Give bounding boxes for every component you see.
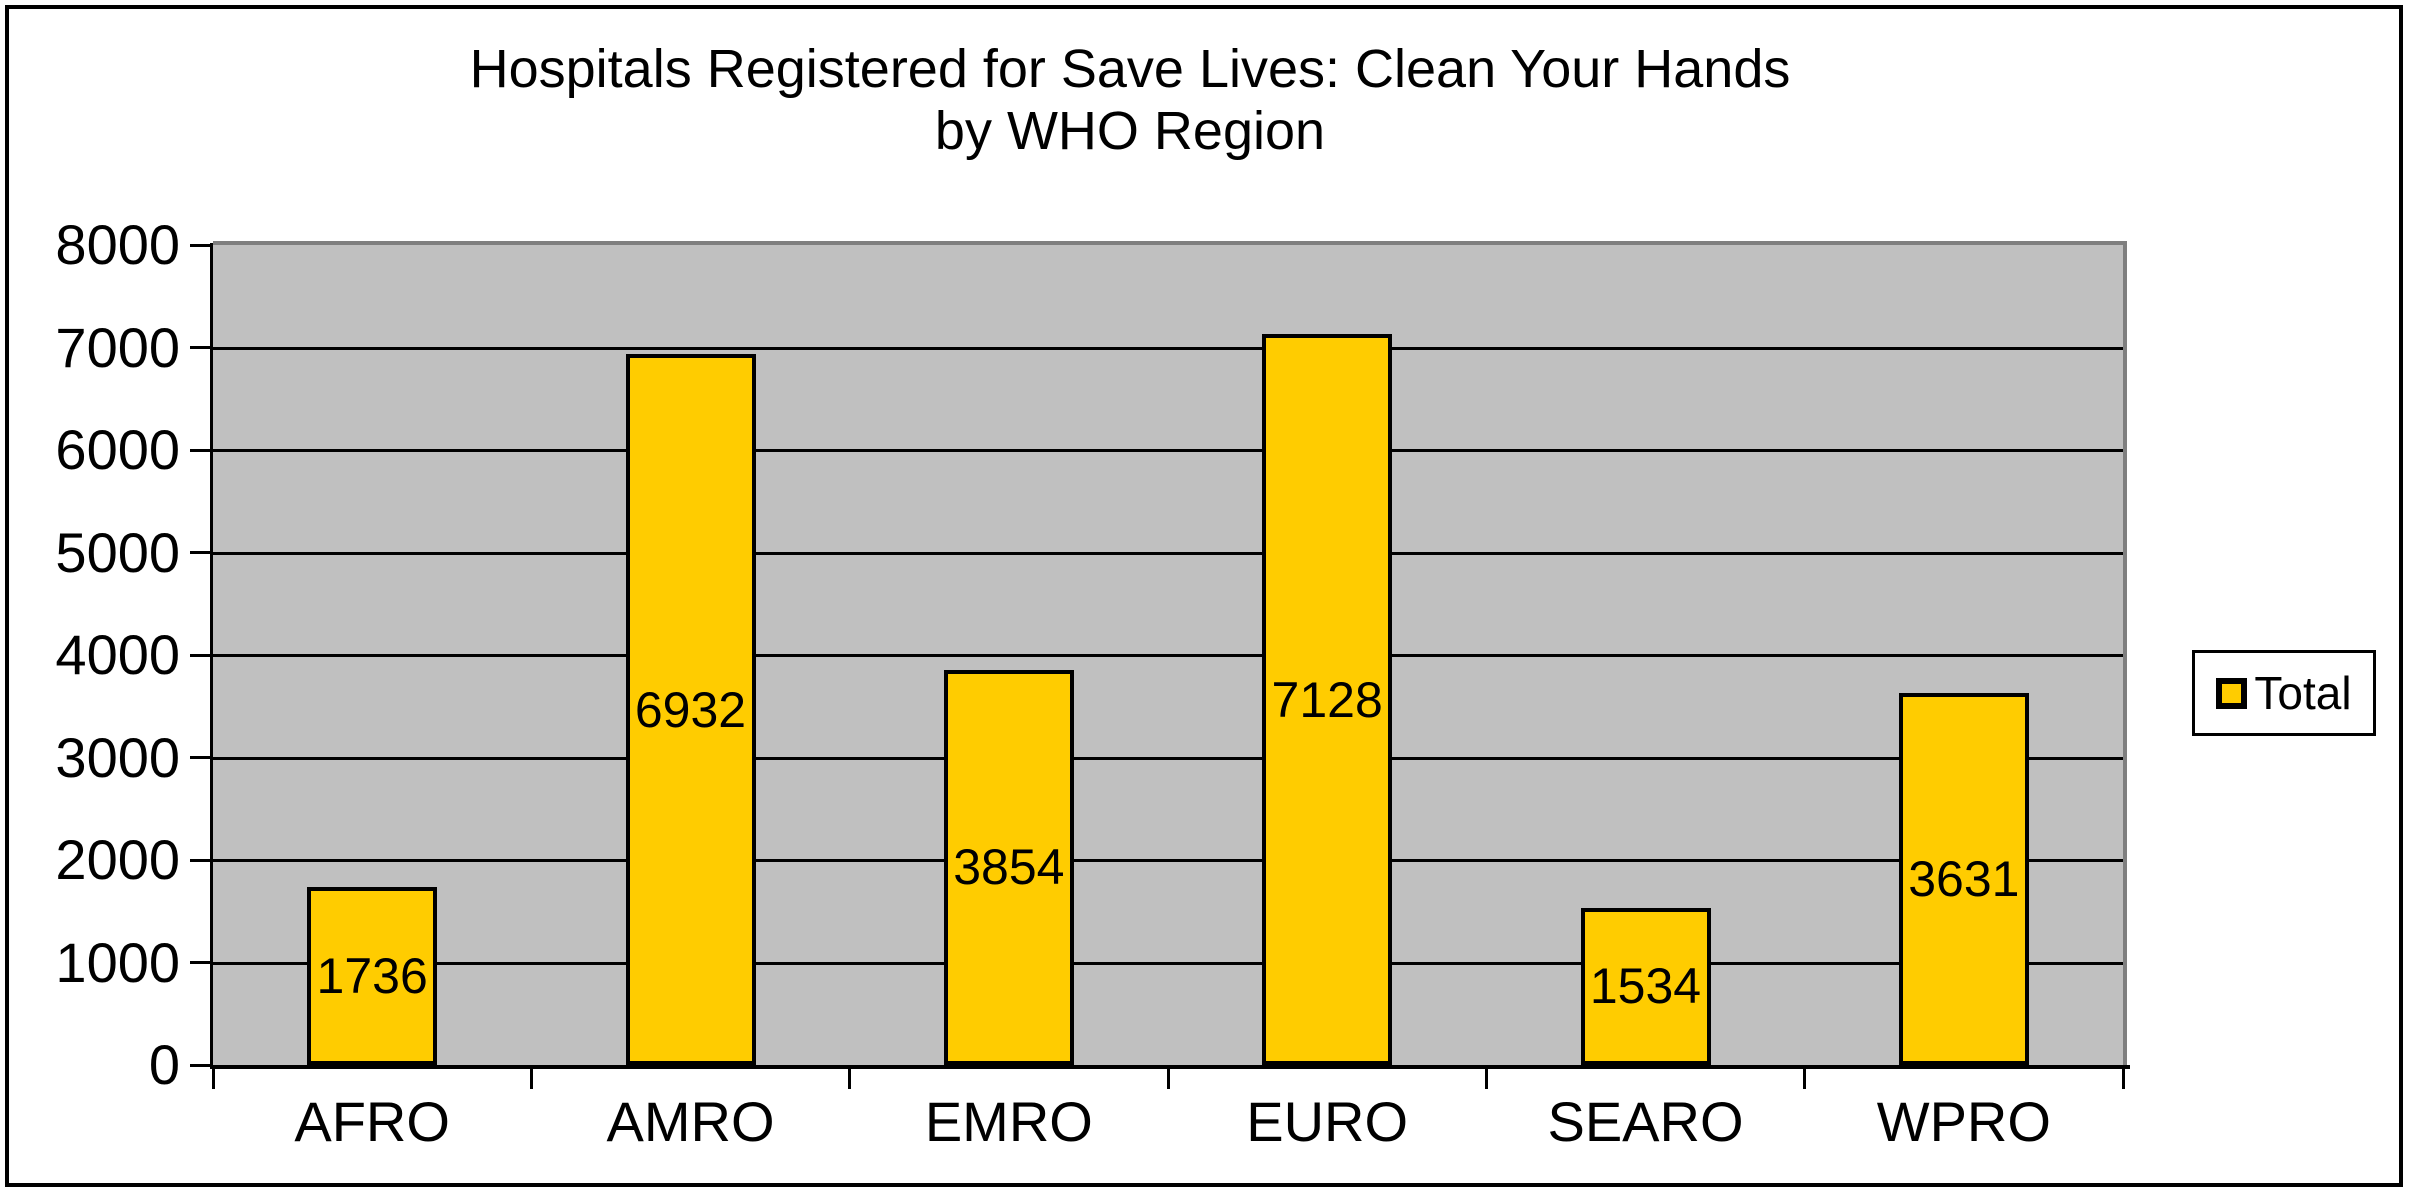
x-axis-label-searo: SEARO <box>1547 1090 1744 1153</box>
y-axis-tick-7000 <box>190 346 213 349</box>
chart-title: Hospitals Registered for Save Lives: Cle… <box>430 38 1830 162</box>
bar-euro: 7128 <box>1262 334 1393 1065</box>
x-axis-tick-5 <box>1803 1065 1807 1089</box>
y-axis-label-8000: 8000 <box>55 213 180 276</box>
gridline-1000 <box>213 961 2123 965</box>
x-axis-line <box>210 1065 2130 1069</box>
data-label-emro: 3854 <box>953 839 1065 896</box>
bar-afro: 1736 <box>307 887 438 1065</box>
y-axis-label-4000: 4000 <box>55 623 180 686</box>
gridline-4000 <box>213 654 2123 657</box>
data-label-wpro: 3631 <box>1908 850 2020 907</box>
y-axis-tick-3000 <box>190 756 213 759</box>
gridline-5000 <box>213 551 2123 555</box>
y-axis-label-3000: 3000 <box>55 725 180 789</box>
bar-emro: 3854 <box>943 669 1074 1065</box>
chart-outer-border <box>5 5 2403 1187</box>
data-label-euro: 7128 <box>1271 671 1383 728</box>
bar-searo: 1534 <box>1580 907 1711 1065</box>
plot-area: 1736 6932 3854 7128 1534 3631 <box>213 241 2127 1065</box>
gridline-6000 <box>213 449 2123 452</box>
x-axis-label-euro: EURO <box>1246 1090 1409 1153</box>
gridline-7000 <box>213 346 2123 350</box>
x-axis-label-emro: EMRO <box>924 1090 1093 1153</box>
gridline-3000 <box>213 756 2123 760</box>
x-axis-tick-4 <box>1484 1065 1488 1089</box>
x-axis-tick-6 <box>2121 1065 2125 1089</box>
y-axis-label-0: 0 <box>148 1033 180 1096</box>
y-axis-tick-1000 <box>190 961 213 964</box>
y-axis-tick-4000 <box>190 653 213 657</box>
data-label-amro: 6932 <box>634 681 747 738</box>
chart-title-line-2: by WHO Region <box>934 101 1326 161</box>
chart-title-line-1: Hospitals Registered for Save Lives: Cle… <box>469 39 1791 99</box>
data-label-searo: 1534 <box>1589 958 1702 1015</box>
legend-label: Total <box>2254 667 2352 719</box>
y-axis-tick-2000 <box>190 858 213 862</box>
y-axis-label-6000: 6000 <box>55 418 180 481</box>
bar-amro: 6932 <box>625 354 756 1065</box>
x-axis-tick-3 <box>1166 1065 1170 1089</box>
x-axis-label-amro: AMRO <box>606 1090 775 1153</box>
x-axis-tick-2 <box>848 1065 852 1089</box>
y-axis-tick-0 <box>190 1063 213 1067</box>
y-axis-label-7000: 7000 <box>55 315 180 379</box>
x-axis-tick-0 <box>211 1065 215 1089</box>
y-axis-tick-8000 <box>190 243 213 247</box>
gridline-2000 <box>213 859 2123 862</box>
bar-wpro: 3631 <box>1898 692 2029 1065</box>
x-axis-tick-1 <box>529 1065 533 1089</box>
y-axis-tick-5000 <box>190 551 213 554</box>
legend-swatch-icon <box>2216 677 2248 709</box>
data-label-afro: 1736 <box>316 948 428 1005</box>
x-axis-label-wpro: WPRO <box>1876 1090 2051 1153</box>
x-axis-label-afro: AFRO <box>294 1090 450 1153</box>
y-axis-tick-6000 <box>190 448 213 452</box>
y-axis-label-5000: 5000 <box>55 520 180 584</box>
y-axis-label-2000: 2000 <box>55 828 180 891</box>
legend: Total <box>2192 650 2376 736</box>
y-axis-label-1000: 1000 <box>55 930 180 994</box>
